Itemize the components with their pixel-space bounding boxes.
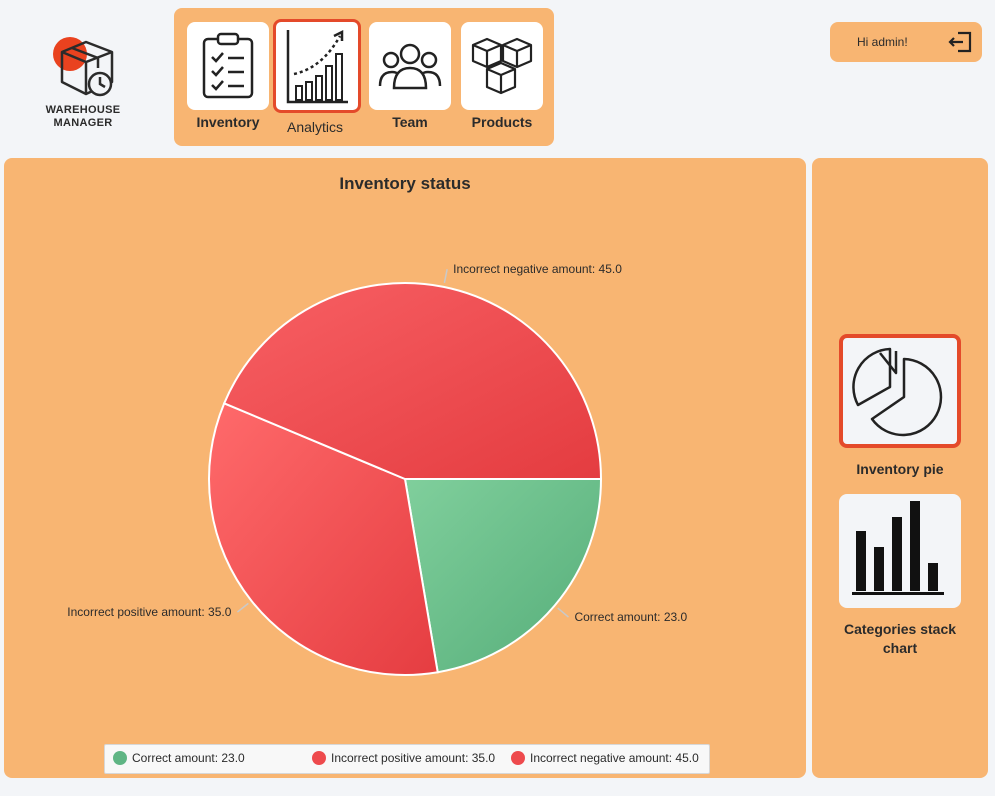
nav-label-inventory: Inventory <box>196 114 260 130</box>
brand-line-2: MANAGER <box>53 117 113 129</box>
app-logo: WAREHOUSE MANAGER <box>38 34 128 144</box>
nav-item-team[interactable]: Team <box>368 22 452 130</box>
warehouse-box-icon <box>53 37 114 97</box>
legend-item-incorrect-positive[interactable]: Incorrect positive amount: 35.0 <box>312 751 495 765</box>
slice-label: Incorrect negative amount: 45.0 <box>453 262 622 276</box>
side-item-categories-stack-chart[interactable]: Categories stack chart <box>812 494 988 658</box>
side-tile-categories-stack-chart[interactable] <box>839 494 961 608</box>
nav-tile-team[interactable] <box>369 22 451 110</box>
nav-label-products: Products <box>471 114 533 130</box>
boxes-icon <box>471 37 533 95</box>
nav-item-products[interactable]: Products <box>460 22 544 130</box>
bar-chart-icon <box>852 501 944 595</box>
legend-dot-red <box>511 751 525 765</box>
legend-item-incorrect-negative[interactable]: Incorrect negative amount: 45.0 <box>511 751 699 765</box>
chart-legend: Correct amount: 23.0 Incorrect positive … <box>104 744 710 774</box>
slice-leader-line <box>557 607 569 618</box>
brand-line-1: WAREHOUSE <box>45 104 121 116</box>
side-label-inventory-pie: Inventory pie <box>856 461 944 477</box>
pie-slice[interactable] <box>208 401 439 676</box>
nav-item-analytics[interactable]: Analytics <box>273 19 361 135</box>
legend-label: Incorrect negative amount: 45.0 <box>530 751 699 765</box>
user-box: Hi admin! <box>830 22 982 62</box>
legend-dot-red <box>312 751 326 765</box>
main-nav: Inventory Analytics <box>174 8 554 146</box>
clipboard-checklist-icon <box>202 32 254 99</box>
growth-chart-icon <box>286 29 348 104</box>
pie-chart: Correct amount: 23.0 Incorrect positive a… <box>67 262 688 676</box>
team-icon <box>378 43 442 90</box>
pie-slice[interactable] <box>403 478 603 674</box>
nav-item-inventory[interactable]: Inventory <box>186 22 270 130</box>
chart-selector-panel: Inventory pie Categories stack chart <box>812 158 988 778</box>
nav-label-team: Team <box>392 114 428 130</box>
chart-panel: Correct amount: 23.0 Incorrect positive a… <box>4 158 806 778</box>
pie-chart-icon <box>852 347 943 437</box>
pie-slice[interactable] <box>222 282 603 480</box>
legend-label: Correct amount: 23.0 <box>132 751 245 765</box>
legend-label: Incorrect positive amount: 35.0 <box>331 751 496 765</box>
slice-label: Correct amount: 23.0 <box>574 610 687 624</box>
nav-tile-products[interactable] <box>461 22 543 110</box>
slice-leader-line <box>443 269 448 284</box>
nav-tile-analytics[interactable] <box>273 19 361 113</box>
nav-label-analytics: Analytics <box>286 119 344 135</box>
legend-dot-green <box>113 751 127 765</box>
brand-name: WAREHOUSE MANAGER <box>38 104 128 130</box>
slice-label: Incorrect positive amount: 35.0 <box>67 605 231 619</box>
side-item-inventory-pie[interactable]: Inventory pie <box>812 334 988 479</box>
chart-title: Inventory status <box>339 174 471 193</box>
side-tile-inventory-pie[interactable] <box>839 334 961 448</box>
nav-tile-inventory[interactable] <box>187 22 269 110</box>
logout-icon[interactable] <box>948 31 972 53</box>
legend-item-correct[interactable]: Correct amount: 23.0 <box>113 751 245 765</box>
side-label-categories-stack-chart: Categories stack chart <box>843 621 957 656</box>
slice-leader-line <box>236 602 249 613</box>
user-greeting: Hi admin! <box>857 35 908 49</box>
